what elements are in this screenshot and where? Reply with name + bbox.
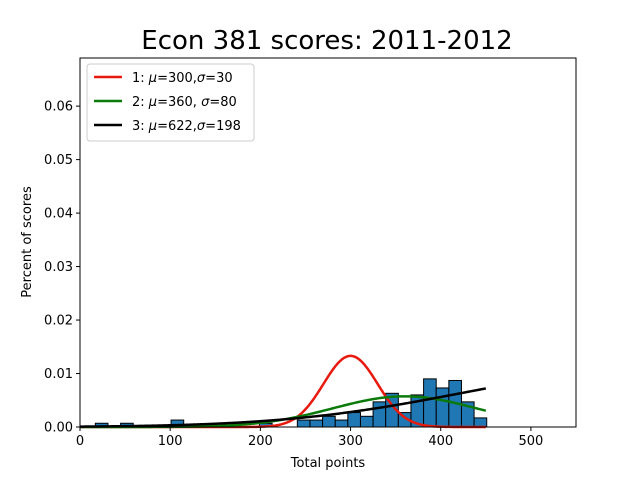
legend: 1: μ=300,σ=30 2: μ=360, σ=80 3: μ=622,σ=19… [86,63,255,142]
y-tick-label-2: 0.02 [44,314,73,329]
legend-box [86,63,255,142]
chart-title: Econ 381 scores: 2011-2012 [141,26,512,56]
y-axis-label: Percent of scores [20,186,35,298]
legend-label-2: 2: μ=360, σ=80 [132,95,237,110]
histogram-bar-22 [372,401,387,428]
histogram-bar-27 [435,387,450,428]
x-tick-label-5: 500 [518,434,543,449]
y-tick-label-0: 0.00 [44,421,73,436]
pdf-curve-3 [79,387,487,428]
x-tick-label-0: 0 [76,434,84,449]
legend-label-3: 3: μ=622,σ=198 [132,119,241,134]
histogram-bar-16 [296,419,311,428]
y-tick-label-6: 0.06 [44,100,73,115]
histogram-bar-20 [347,412,361,428]
legend-label-1: 1: μ=300,σ=30 [132,71,233,86]
x-axis-ticks: 0 100 200 300 400 500 [76,427,543,449]
histogram-bar-18 [322,415,336,428]
histogram-bar-30 [473,417,488,428]
y-tick-label-5: 0.05 [44,153,73,168]
x-tick-label-1: 100 [158,434,183,449]
x-tick-label-2: 200 [248,434,273,449]
x-axis-label: Total points [290,456,366,471]
y-tick-label-1: 0.01 [44,367,73,382]
y-axis-ticks: 0.00 0.01 0.02 0.03 0.04 0.05 0.06 [44,100,80,436]
histogram-bar-19 [334,419,349,428]
plot-frame [79,57,577,428]
y-tick-label-4: 0.04 [44,207,73,222]
y-tick-label-3: 0.03 [44,260,73,275]
x-tick-label-3: 300 [338,434,363,449]
histogram-bar-21 [359,415,374,428]
histogram-bar-26 [423,378,437,428]
x-tick-label-4: 400 [428,434,453,449]
histogram-bar-17 [309,419,324,428]
